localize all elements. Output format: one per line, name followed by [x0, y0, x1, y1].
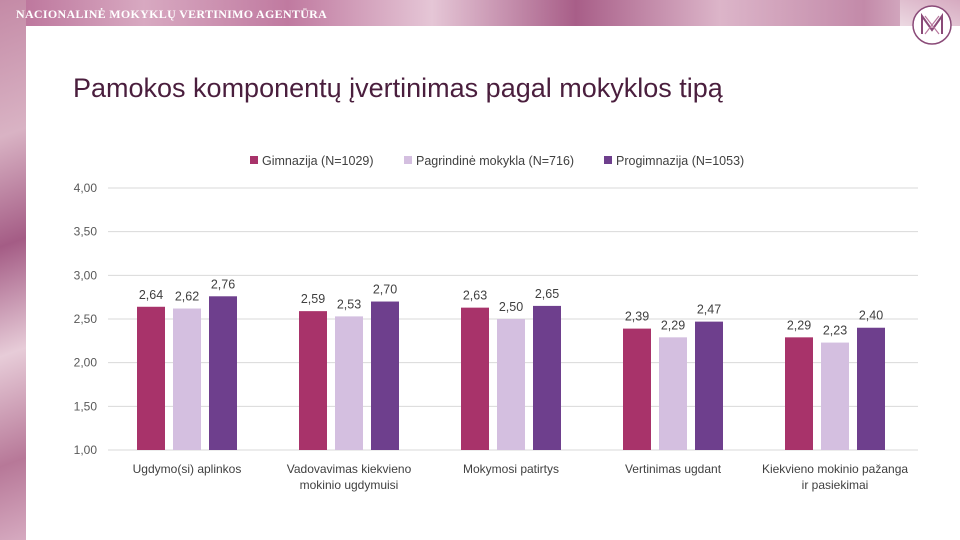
- x-category-label: Ugdymo(si) aplinkos: [133, 462, 242, 476]
- data-label: 2,29: [787, 318, 811, 332]
- legend-entry: Pagrindinė mokykla (N=716): [416, 154, 574, 168]
- data-label: 2,50: [499, 300, 523, 314]
- y-tick-label: 4,00: [74, 181, 98, 195]
- data-label: 2,63: [463, 289, 487, 303]
- y-axis-tick-labels: 1,00 1,50 2,00 2,50 3,00 3,50 4,00: [74, 181, 98, 457]
- chart-bars: [137, 296, 885, 450]
- data-label: 2,23: [823, 324, 847, 338]
- data-labels: 2,64 2,62 2,76 2,59 2,53 2,70 2,63 2,50 2,65 2,39…: [139, 277, 883, 337]
- y-tick-label: 1,50: [74, 399, 98, 413]
- legend-swatch: [604, 156, 612, 164]
- data-label: 2,76: [211, 277, 235, 291]
- data-label: 2,53: [337, 297, 361, 311]
- data-label: 2,39: [625, 310, 649, 324]
- x-category-label: ir pasiekimai: [802, 478, 869, 492]
- bar-3-4: [695, 321, 723, 450]
- data-label: 2,65: [535, 287, 559, 301]
- y-tick-label: 3,50: [74, 225, 98, 239]
- legend-entry: Gimnazija (N=1029): [262, 154, 374, 168]
- data-label: 2,70: [373, 283, 397, 297]
- slide-content-area: [26, 26, 960, 540]
- bar-3-1: [209, 296, 237, 450]
- bar-2-5: [821, 342, 849, 450]
- nmva-logo-icon: [912, 5, 952, 45]
- data-label: 2,59: [301, 292, 325, 306]
- x-category-label: Mokymosi patirtys: [463, 462, 559, 476]
- decorative-left-band: [0, 0, 26, 540]
- y-tick-label: 3,00: [74, 268, 98, 282]
- x-category-label: Kiekvieno mokinio pažanga: [762, 462, 908, 476]
- bar-3-3: [533, 305, 561, 450]
- bar-2-4: [659, 337, 687, 450]
- data-label: 2,29: [661, 318, 685, 332]
- bar-1-1: [137, 306, 165, 450]
- data-label: 2,40: [859, 309, 883, 323]
- bar-2-3: [497, 319, 525, 450]
- y-tick-label: 2,50: [74, 312, 98, 326]
- y-tick-label: 2,00: [74, 356, 98, 370]
- x-category-label: Vertinimas ugdant: [625, 462, 722, 476]
- data-label: 2,64: [139, 288, 163, 302]
- bar-2-1: [173, 308, 201, 450]
- legend-entry: Progimnazija (N=1053): [616, 154, 744, 168]
- decorative-top-band: [0, 0, 960, 26]
- y-tick-label: 1,00: [74, 443, 98, 457]
- agency-name: NACIONALINĖ MOKYKLŲ VERTINIMO AGENTŪRA: [16, 7, 328, 21]
- bar-1-3: [461, 307, 489, 450]
- bar-1-4: [623, 328, 651, 450]
- chart-legend: Gimnazija (N=1029) Pagrindinė mokykla (N=…: [250, 154, 744, 168]
- slide-title: Pamokos komponentų įvertinimas pagal mok…: [73, 73, 723, 103]
- bar-1-2: [299, 311, 327, 450]
- x-category-label: Vadovavimas kiekvieno: [287, 462, 412, 476]
- legend-swatch: [250, 156, 258, 164]
- bar-3-2: [371, 301, 399, 450]
- x-category-label: mokinio ugdymuisi: [300, 478, 399, 492]
- x-axis-category-labels: Ugdymo(si) aplinkos Vadovavimas kiekvieno…: [133, 462, 909, 492]
- legend-swatch: [404, 156, 412, 164]
- bar-2-2: [335, 316, 363, 450]
- data-label: 2,47: [697, 303, 721, 317]
- bar-1-5: [785, 337, 813, 450]
- data-label: 2,62: [175, 290, 199, 304]
- bar-3-5: [857, 327, 885, 450]
